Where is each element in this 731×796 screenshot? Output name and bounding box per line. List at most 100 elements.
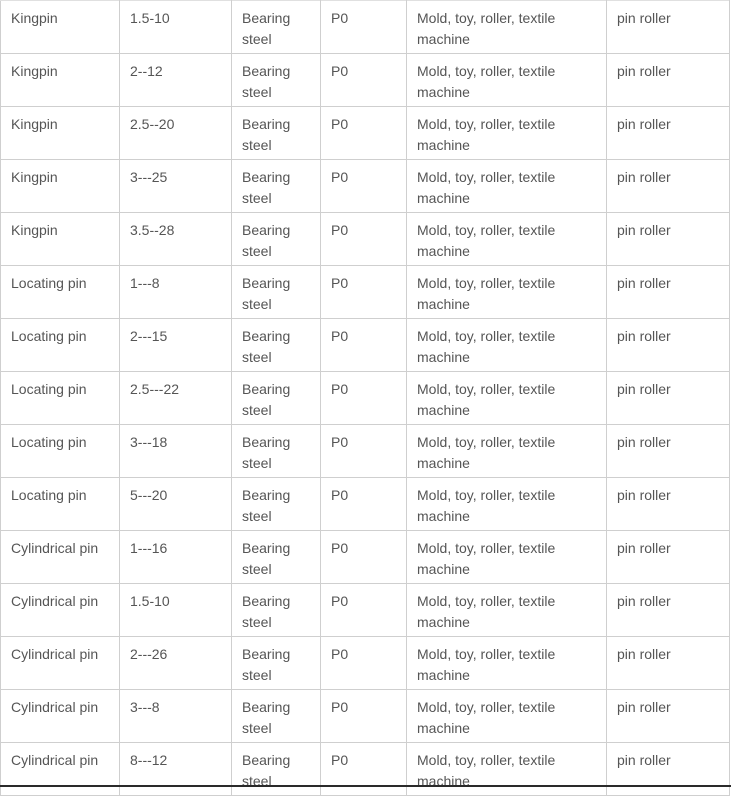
category-cell: pin roller [606, 742, 730, 796]
application-cell: Mold, toy, roller, textile machine [406, 424, 607, 478]
table-row: Kingpin 2--12 Bearing steel P0 Mold, toy, ro… [0, 53, 730, 107]
size-range-cell: 2.5---22 [119, 371, 232, 425]
grade-cell: P0 [320, 583, 407, 637]
table-row: Locating pin 2---15 Bearing steel P0 Mold, t… [0, 318, 730, 372]
product-name-cell: Locating pin [0, 477, 120, 531]
product-name-cell: Kingpin [0, 212, 120, 266]
table-row: Locating pin 3---18 Bearing steel P0 Mold, t… [0, 424, 730, 478]
application-cell: Mold, toy, roller, textile machine [406, 689, 607, 743]
material-cell: Bearing steel [231, 371, 321, 425]
size-range-cell: 2---15 [119, 318, 232, 372]
category-cell: pin roller [606, 424, 730, 478]
table-row: Kingpin 2.5--20 Bearing steel P0 Mold, toy, … [0, 106, 730, 160]
grade-cell: P0 [320, 265, 407, 319]
table-row: Cylindrical pin 1---16 Bearing steel P0 Mold… [0, 530, 730, 584]
table-row: Kingpin 3.5--28 Bearing steel P0 Mold, toy, … [0, 212, 730, 266]
grade-cell: P0 [320, 159, 407, 213]
material-cell: Bearing steel [231, 689, 321, 743]
size-range-cell: 3---8 [119, 689, 232, 743]
grade-cell: P0 [320, 106, 407, 160]
size-range-cell: 8---12 [119, 742, 232, 796]
size-range-cell: 1.5-10 [119, 0, 232, 54]
application-cell: Mold, toy, roller, textile machine [406, 371, 607, 425]
size-range-cell: 5---20 [119, 477, 232, 531]
grade-cell: P0 [320, 371, 407, 425]
material-cell: Bearing steel [231, 212, 321, 266]
application-cell: Mold, toy, roller, textile machine [406, 318, 607, 372]
material-cell: Bearing steel [231, 636, 321, 690]
grade-cell: P0 [320, 530, 407, 584]
category-cell: pin roller [606, 53, 730, 107]
size-range-cell: 1---16 [119, 530, 232, 584]
category-cell: pin roller [606, 689, 730, 743]
grade-cell: P0 [320, 424, 407, 478]
product-name-cell: Cylindrical pin [0, 583, 120, 637]
category-cell: pin roller [606, 636, 730, 690]
product-name-cell: Kingpin [0, 106, 120, 160]
product-name-cell: Locating pin [0, 265, 120, 319]
grade-cell: P0 [320, 477, 407, 531]
category-cell: pin roller [606, 106, 730, 160]
grade-cell: P0 [320, 318, 407, 372]
material-cell: Bearing steel [231, 424, 321, 478]
size-range-cell: 1.5-10 [119, 583, 232, 637]
size-range-cell: 3---18 [119, 424, 232, 478]
product-name-cell: Cylindrical pin [0, 530, 120, 584]
application-cell: Mold, toy, roller, textile machine [406, 636, 607, 690]
material-cell: Bearing steel [231, 106, 321, 160]
application-cell: Mold, toy, roller, textile machine [406, 106, 607, 160]
application-cell: Mold, toy, roller, textile machine [406, 212, 607, 266]
application-cell: Mold, toy, roller, textile machine [406, 530, 607, 584]
product-name-cell: Locating pin [0, 318, 120, 372]
product-name-cell: Cylindrical pin [0, 636, 120, 690]
application-cell: Mold, toy, roller, textile machine [406, 583, 607, 637]
table-row: Cylindrical pin 1.5-10 Bearing steel P0 Mold… [0, 583, 730, 637]
size-range-cell: 3.5--28 [119, 212, 232, 266]
table-row: Cylindrical pin 3---8 Bearing steel P0 Mold,… [0, 689, 730, 743]
category-cell: pin roller [606, 318, 730, 372]
size-range-cell: 3---25 [119, 159, 232, 213]
material-cell: Bearing steel [231, 742, 321, 796]
size-range-cell: 2.5--20 [119, 106, 232, 160]
material-cell: Bearing steel [231, 53, 321, 107]
table-row: Cylindrical pin 8---12 Bearing steel P0 Mold… [0, 742, 730, 796]
grade-cell: P0 [320, 689, 407, 743]
material-cell: Bearing steel [231, 265, 321, 319]
table-row: Cylindrical pin 2---26 Bearing steel P0 Mold… [0, 636, 730, 690]
product-name-cell: Locating pin [0, 371, 120, 425]
material-cell: Bearing steel [231, 159, 321, 213]
application-cell: Mold, toy, roller, textile machine [406, 0, 607, 54]
category-cell: pin roller [606, 265, 730, 319]
application-cell: Mold, toy, roller, textile machine [406, 265, 607, 319]
product-name-cell: Kingpin [0, 0, 120, 54]
material-cell: Bearing steel [231, 0, 321, 54]
material-cell: Bearing steel [231, 318, 321, 372]
category-cell: pin roller [606, 530, 730, 584]
table-row: Locating pin 2.5---22 Bearing steel P0 Mold,… [0, 371, 730, 425]
category-cell: pin roller [606, 0, 730, 54]
table-row: Locating pin 1---8 Bearing steel P0 Mold, to… [0, 265, 730, 319]
category-cell: pin roller [606, 477, 730, 531]
application-cell: Mold, toy, roller, textile machine [406, 53, 607, 107]
table-row: Kingpin 1.5-10 Bearing steel P0 Mold, toy, r… [0, 0, 730, 54]
size-range-cell: 1---8 [119, 265, 232, 319]
material-cell: Bearing steel [231, 477, 321, 531]
product-name-cell: Cylindrical pin [0, 742, 120, 796]
product-name-cell: Locating pin [0, 424, 120, 478]
size-range-cell: 2---26 [119, 636, 232, 690]
size-range-cell: 2--12 [119, 53, 232, 107]
table-row: Kingpin 3---25 Bearing steel P0 Mold, toy, r… [0, 159, 730, 213]
material-cell: Bearing steel [231, 583, 321, 637]
product-name-cell: Kingpin [0, 53, 120, 107]
grade-cell: P0 [320, 742, 407, 796]
table-row: Locating pin 5---20 Bearing steel P0 Mold, t… [0, 477, 730, 531]
category-cell: pin roller [606, 212, 730, 266]
category-cell: pin roller [606, 159, 730, 213]
grade-cell: P0 [320, 53, 407, 107]
grade-cell: P0 [320, 636, 407, 690]
grade-cell: P0 [320, 212, 407, 266]
application-cell: Mold, toy, roller, textile machine [406, 477, 607, 531]
product-name-cell: Cylindrical pin [0, 689, 120, 743]
